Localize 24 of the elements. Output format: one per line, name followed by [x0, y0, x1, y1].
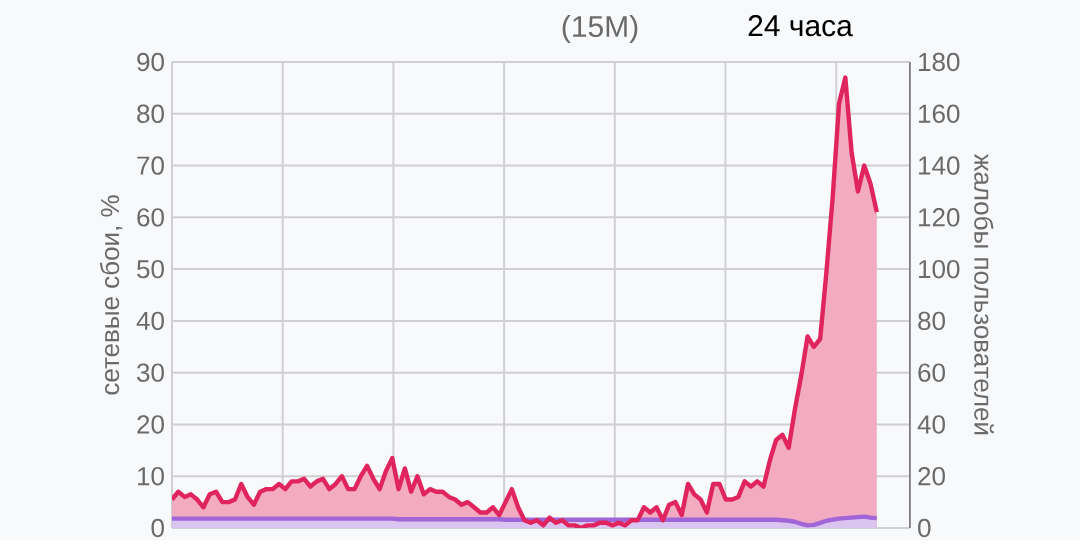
text: (15M)	[562, 15, 638, 44]
y-tick-label: 70	[137, 156, 164, 175]
y-tick-label: 30	[137, 363, 164, 382]
y-tick-label: 40	[136, 311, 164, 331]
y2-tick-label: 40	[917, 415, 945, 434]
y2-tick-label: 180	[919, 52, 960, 72]
y2-tick-label: 140	[919, 156, 960, 175]
y2-tick-label: 160	[919, 104, 960, 124]
y-axis-title: сетевые сбои, %	[99, 195, 123, 395]
y-tick-label: 90	[137, 52, 164, 72]
y2-tick-label: 80	[918, 311, 945, 331]
y-tick-label: 50	[137, 259, 164, 279]
y-tick-label: 0	[151, 518, 164, 538]
text: 24 часа	[748, 15, 853, 37]
y-tick-label: 20	[137, 415, 164, 434]
y2-tick-label: 0	[918, 518, 931, 538]
y2-tick-label: 20	[918, 467, 945, 486]
y-tick-label: 10	[138, 467, 164, 486]
y-tick-label: 60	[137, 208, 164, 227]
y2-tick-label: 100	[919, 259, 960, 279]
y2-tick-label: 60	[918, 363, 945, 382]
y2-axis-title: жалобы пользователей	[974, 154, 994, 435]
y2-tick-label: 120	[919, 208, 960, 227]
y-tick-label: 80	[137, 104, 164, 124]
